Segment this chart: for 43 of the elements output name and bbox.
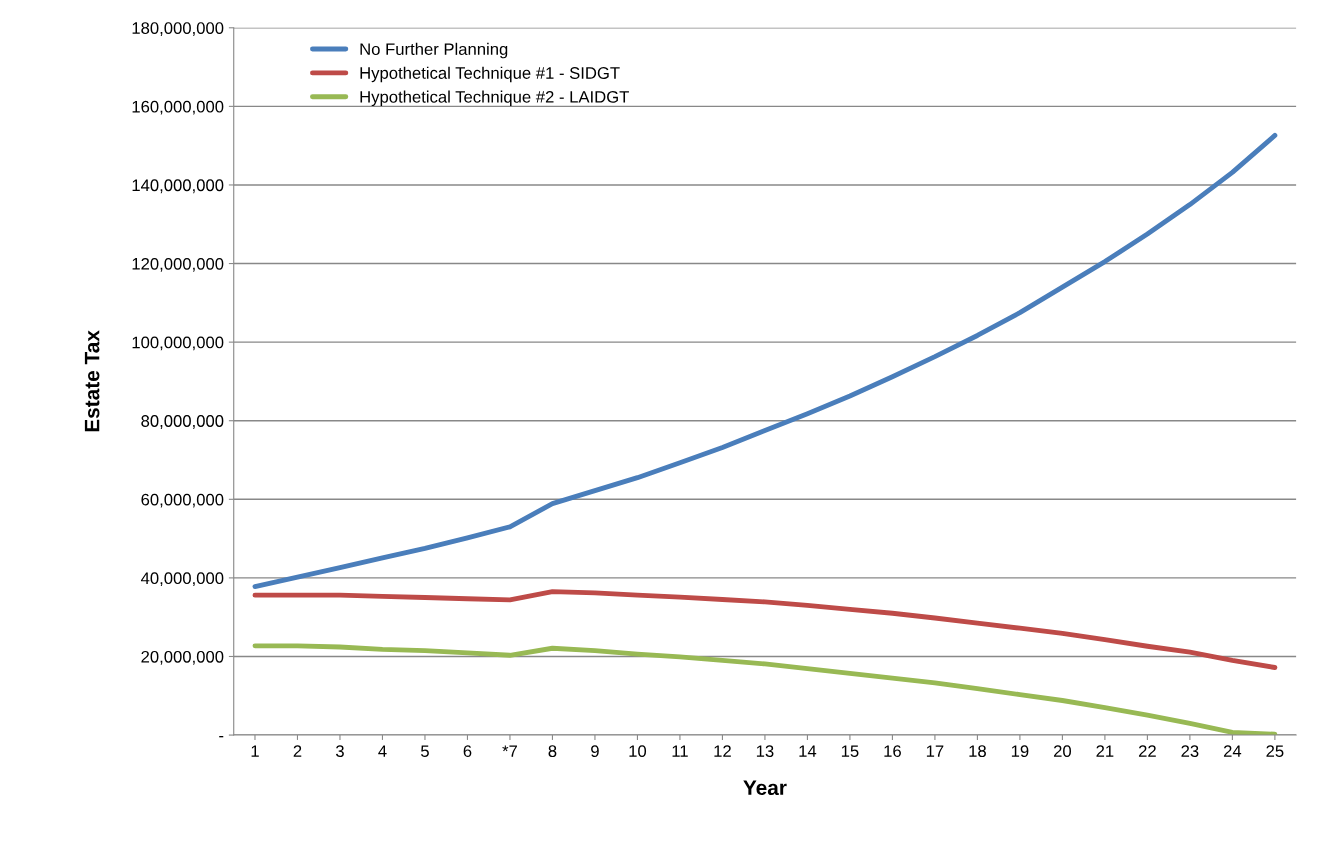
x-tick-label: 11 bbox=[672, 745, 688, 757]
x-tick-label: 4 bbox=[378, 745, 387, 757]
y-tick-label: 80,000,000 bbox=[141, 415, 224, 429]
legend-label: Hypothetical Technique #2 - LAIDGT bbox=[360, 90, 629, 107]
x-tick-label: 19 bbox=[1011, 745, 1029, 758]
legend-label: No Further Planning bbox=[360, 42, 508, 59]
y-tick-label: 120,000,000 bbox=[132, 257, 224, 272]
line-series bbox=[252, 589, 1278, 670]
y-tick-label: 20,000,000 bbox=[141, 650, 224, 665]
y-axis-title: Estate Tax bbox=[84, 330, 100, 432]
x-tick-label: 18 bbox=[969, 745, 986, 758]
y-tick-label: 40,000,000 bbox=[140, 572, 224, 587]
x-tick-label: 9 bbox=[591, 745, 599, 758]
x-tick-label: 14 bbox=[799, 745, 817, 757]
x-tick-label: *7 bbox=[502, 745, 517, 757]
x-tick-label: 1 bbox=[251, 745, 259, 757]
y-tick-label: 140,000,000 bbox=[132, 179, 224, 194]
x-tick-label: 21 bbox=[1096, 745, 1114, 757]
x-tick-label: 2 bbox=[293, 745, 302, 757]
x-tick-label: 5 bbox=[420, 745, 429, 758]
line-series bbox=[252, 133, 1278, 589]
x-tick-label: 3 bbox=[335, 745, 344, 758]
x-axis-title: Year bbox=[743, 780, 787, 796]
x-tick-label: 17 bbox=[926, 745, 944, 757]
x-tick-label: 13 bbox=[756, 745, 774, 758]
y-tick-label: 60,000,000 bbox=[141, 493, 224, 508]
x-tick-label: 16 bbox=[884, 745, 901, 758]
x-tick-label: 25 bbox=[1266, 745, 1284, 758]
y-tick-label: 180,000,000 bbox=[132, 22, 224, 36]
legend-label: Hypothetical Technique #1 - SIDGT bbox=[360, 66, 620, 83]
x-tick-label: 8 bbox=[548, 745, 557, 758]
x-tick-label: 15 bbox=[841, 745, 859, 758]
y-tick-label: - bbox=[219, 736, 224, 738]
x-tick-label: 20 bbox=[1053, 745, 1072, 758]
x-tick-label: 22 bbox=[1138, 745, 1156, 757]
x-tick-label: 12 bbox=[714, 745, 731, 757]
x-tick-label: 10 bbox=[629, 745, 647, 758]
line-series bbox=[252, 643, 1278, 736]
x-tick-label: 24 bbox=[1223, 745, 1242, 757]
y-tick-label: 160,000,000 bbox=[132, 100, 224, 115]
x-tick-label: 23 bbox=[1181, 745, 1199, 758]
y-tick-label: 100,000,000 bbox=[132, 336, 224, 351]
x-tick-label: 6 bbox=[463, 745, 472, 758]
